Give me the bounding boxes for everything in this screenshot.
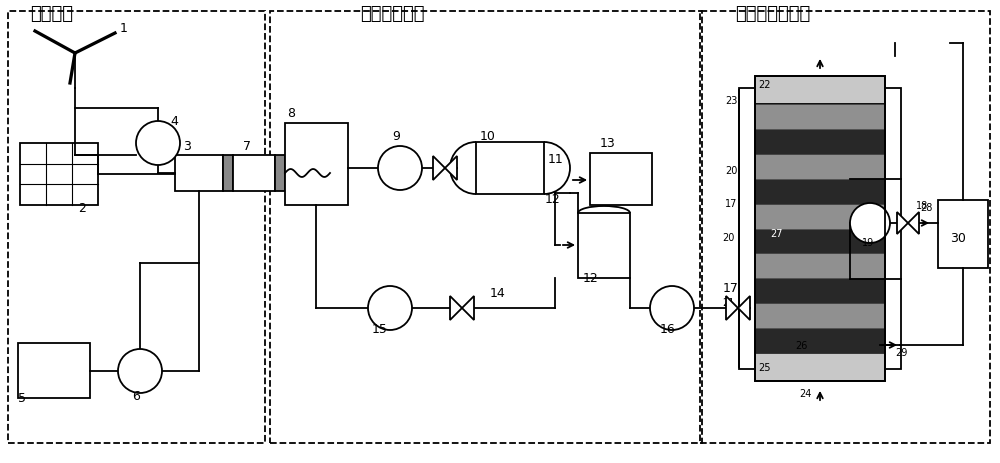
Text: 1: 1	[120, 22, 128, 35]
Bar	[700, 11, 990, 443]
Bar	[755, 204, 885, 229]
Bar	[590, 153, 652, 205]
Text: 9: 9	[392, 130, 400, 143]
Circle shape	[136, 121, 180, 165]
Text: 28: 28	[920, 203, 932, 213]
Circle shape	[650, 286, 694, 330]
Text: 21: 21	[722, 298, 734, 308]
Text: 19: 19	[862, 238, 874, 248]
Bar	[275, 155, 285, 191]
Bar	[8, 11, 265, 443]
Text: 海水淡化模块: 海水淡化模块	[360, 5, 424, 23]
Bar	[755, 76, 885, 381]
Bar	[938, 200, 988, 268]
Text: 4: 4	[170, 115, 178, 128]
Bar	[755, 353, 885, 381]
Bar	[755, 303, 885, 328]
Bar	[233, 155, 275, 191]
Text: 18: 18	[916, 201, 928, 211]
Text: 15: 15	[372, 323, 388, 336]
Polygon shape	[726, 296, 738, 320]
Polygon shape	[908, 212, 919, 234]
Text: 27: 27	[770, 229, 782, 239]
Text: 20: 20	[725, 166, 737, 176]
Bar	[578, 213, 630, 278]
Bar	[755, 179, 885, 204]
Text: 8: 8	[287, 107, 295, 120]
Bar	[755, 328, 885, 353]
Bar	[739, 88, 755, 369]
Bar	[755, 253, 885, 278]
Text: 2: 2	[78, 202, 86, 215]
Text: 盐差能发电模块: 盐差能发电模块	[735, 5, 810, 23]
Bar	[755, 76, 885, 104]
Text: 11: 11	[548, 153, 564, 166]
Circle shape	[850, 203, 890, 243]
Bar	[755, 278, 885, 303]
Bar	[755, 154, 885, 179]
Bar	[285, 123, 348, 205]
Text: 29: 29	[895, 348, 907, 358]
Bar	[175, 155, 223, 191]
Text: 30: 30	[950, 232, 966, 245]
Polygon shape	[445, 156, 457, 180]
Text: 6: 6	[132, 390, 140, 403]
Text: 14: 14	[490, 287, 506, 300]
Circle shape	[378, 146, 422, 190]
Polygon shape	[433, 156, 445, 180]
Bar	[20, 143, 98, 205]
Bar	[476, 142, 544, 194]
Text: 23: 23	[725, 96, 737, 106]
Bar	[755, 229, 885, 253]
Bar	[885, 88, 901, 369]
Text: 13: 13	[600, 137, 616, 150]
Text: 7: 7	[243, 140, 251, 153]
Polygon shape	[897, 212, 908, 234]
Text: 16: 16	[660, 323, 676, 336]
Text: 26: 26	[795, 341, 807, 351]
Bar	[755, 104, 885, 129]
Text: 20: 20	[722, 233, 734, 243]
Bar	[755, 129, 885, 154]
Text: 5: 5	[18, 392, 26, 405]
Circle shape	[368, 286, 412, 330]
Text: 12: 12	[583, 272, 599, 285]
Text: 17: 17	[725, 199, 737, 209]
Text: 供电系统: 供电系统	[30, 5, 73, 23]
Bar	[223, 155, 233, 191]
Bar	[18, 343, 90, 398]
Polygon shape	[450, 296, 462, 320]
Text: 25: 25	[758, 363, 770, 373]
Text: 24: 24	[799, 389, 811, 399]
Text: 3: 3	[183, 140, 191, 153]
Text: 22: 22	[758, 80, 770, 90]
Polygon shape	[738, 296, 750, 320]
Bar	[270, 11, 702, 443]
Text: 10: 10	[480, 130, 496, 143]
Polygon shape	[462, 296, 474, 320]
Text: 12: 12	[545, 193, 561, 206]
Text: 17: 17	[723, 282, 739, 295]
Circle shape	[118, 349, 162, 393]
